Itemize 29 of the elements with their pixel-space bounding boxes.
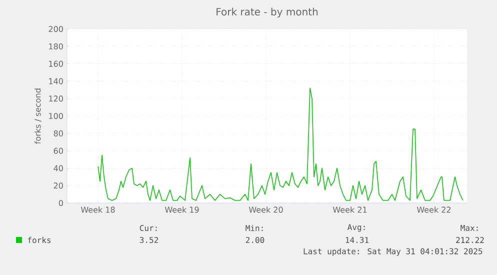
x-tick-label: Week 21 [332, 206, 367, 213]
y-tick-label: 60 [54, 148, 63, 154]
y-tick-label: 200 [48, 26, 63, 32]
legend-label: forks [28, 236, 50, 244]
y-tick-label: 120 [49, 96, 63, 102]
text: 212.22 [456, 237, 484, 243]
text: 3.52 [140, 236, 158, 244]
y-tick-label: 140 [49, 78, 63, 84]
y-tick-label: 160 [49, 60, 63, 67]
x-tick-label: Week 19 [164, 206, 199, 213]
y-tick-label: 0 [58, 200, 63, 206]
text: 14.31 [346, 236, 368, 244]
x-tick-label: Week 20 [248, 206, 283, 213]
y-tick-label: 180 [49, 43, 63, 50]
y-tick-label: 100 [49, 112, 63, 120]
text: Min: [246, 224, 263, 232]
text: 2.00 [246, 236, 264, 244]
text: Avg: [348, 224, 365, 232]
text: Last update: Sat May 31 04:01:32 2025 [304, 248, 482, 256]
x-tick-label: Week 22 [416, 206, 450, 213]
y-axis-title: forks / second [34, 88, 42, 144]
y-tick-label: 80 [54, 130, 63, 136]
y-tick-label: 20 [54, 182, 63, 189]
text: Max: [460, 225, 478, 231]
x-tick-label: Week 18 [80, 206, 115, 213]
line-series [98, 88, 464, 201]
chart-title: Fork rate - by month [216, 8, 318, 18]
text: Cur: [140, 224, 157, 232]
y-tick-label: 40 [54, 165, 63, 172]
